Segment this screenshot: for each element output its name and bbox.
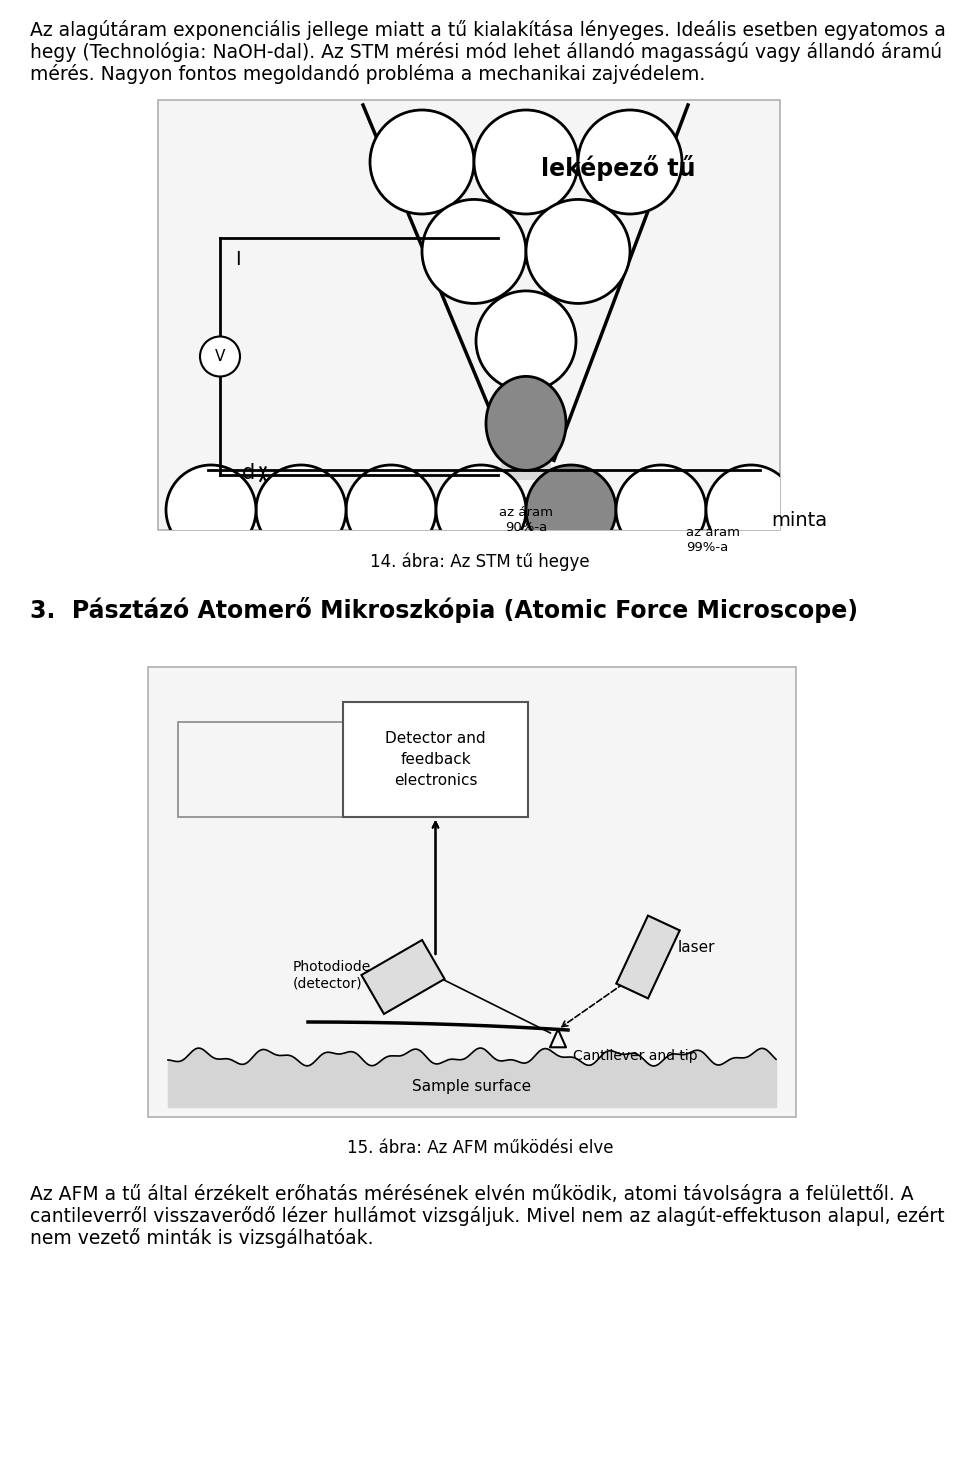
- Circle shape: [526, 199, 630, 304]
- Circle shape: [200, 336, 240, 376]
- Text: hegy (Technológia: NaOH-dal). Az STM mérési mód lehet állandó magasságú vagy áll: hegy (Technológia: NaOH-dal). Az STM mér…: [30, 41, 942, 62]
- Text: I: I: [235, 251, 241, 268]
- Circle shape: [706, 464, 796, 556]
- Bar: [501, 460, 551, 481]
- Circle shape: [474, 111, 578, 214]
- Circle shape: [422, 199, 526, 304]
- Circle shape: [578, 111, 682, 214]
- Text: 14. ábra: Az STM tű hegye: 14. ábra: Az STM tű hegye: [371, 551, 589, 570]
- Text: leképező tű: leképező tű: [540, 155, 695, 181]
- Bar: [148, 668, 796, 1117]
- Text: laser: laser: [678, 939, 715, 955]
- Bar: [343, 702, 528, 817]
- Bar: [178, 722, 343, 817]
- Text: az áram
99%-a: az áram 99%-a: [686, 526, 740, 554]
- Text: Az alagútáram exponenciális jellege miatt a tű kialakítása lényeges. Ideális ese: Az alagútáram exponenciális jellege miat…: [30, 21, 946, 40]
- Text: mérés. Nagyon fontos megoldandó probléma a mechanikai zajvédelem.: mérés. Nagyon fontos megoldandó probléma…: [30, 63, 706, 84]
- Text: minta: minta: [771, 510, 828, 529]
- Circle shape: [256, 464, 346, 556]
- Text: az áram
90%-a: az áram 90%-a: [499, 507, 553, 535]
- Circle shape: [436, 464, 526, 556]
- Circle shape: [476, 290, 576, 391]
- Text: Az AFM a tű által érzékelt erőhatás mérésének elvén működik, atomi távolságra a : Az AFM a tű által érzékelt erőhatás méré…: [30, 1184, 914, 1204]
- Circle shape: [166, 464, 256, 556]
- Ellipse shape: [486, 376, 566, 470]
- Bar: [158, 100, 780, 531]
- Circle shape: [370, 111, 474, 214]
- Polygon shape: [361, 940, 444, 1014]
- Text: cantileverről visszaverődő lézer hullámot vizsgáljuk. Mivel nem az alagút-effekt: cantileverről visszaverődő lézer hullámo…: [30, 1206, 945, 1226]
- Circle shape: [526, 464, 616, 556]
- Text: 15. ábra: Az AFM működési elve: 15. ábra: Az AFM működési elve: [347, 1139, 613, 1157]
- Text: Sample surface: Sample surface: [413, 1079, 532, 1095]
- Polygon shape: [616, 915, 680, 998]
- Text: Detector and
feedback
electronics: Detector and feedback electronics: [385, 731, 486, 789]
- Circle shape: [346, 464, 436, 556]
- Text: Cantilever and tip: Cantilever and tip: [573, 1049, 698, 1063]
- Circle shape: [616, 464, 706, 556]
- Text: Photodiode
(detector): Photodiode (detector): [293, 960, 372, 991]
- Text: nem vezető minták is vizsgálhatóak.: nem vezető minták is vizsgálhatóak.: [30, 1228, 373, 1248]
- Text: 3.  Pásztázó Atomerő Mikroszkópia (Atomic Force Microscope): 3. Pásztázó Atomerő Mikroszkópia (Atomic…: [30, 597, 858, 624]
- Text: V: V: [215, 349, 226, 364]
- Text: d: d: [242, 463, 255, 482]
